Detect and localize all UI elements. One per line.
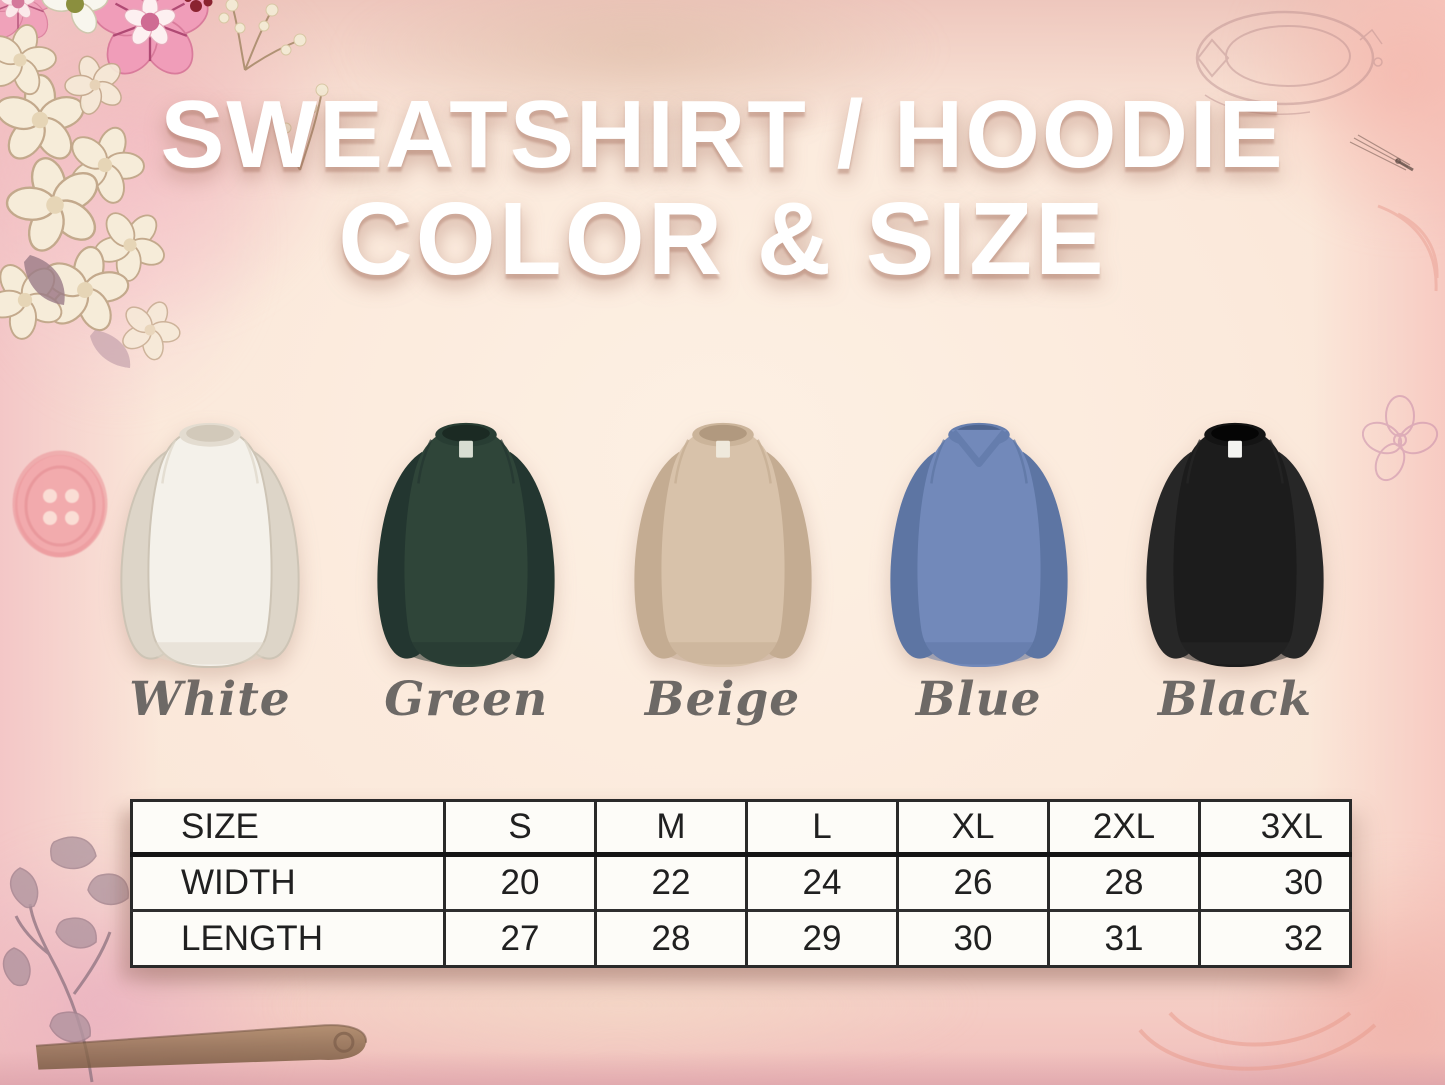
table-cell: 22 [594, 854, 747, 911]
table-cell: 26 [896, 854, 1049, 911]
table-row: LENGTH 27 28 29 30 31 32 [131, 910, 1351, 967]
table-cell: 20 [443, 854, 596, 911]
sweatshirt-graphic [120, 422, 300, 669]
page-title: SWEATSHIRT / HOODIE COLOR & SIZE [0, 84, 1445, 291]
table-header-cell: 2XL [1047, 800, 1200, 855]
leaf-branch-icon [2, 836, 129, 1083]
table-cell: 30 [896, 910, 1049, 967]
product-card-beige: Beige [613, 408, 833, 727]
table-cell: LENGTH [181, 918, 323, 958]
table-row: WIDTH 20 22 24 26 28 30 [132, 854, 1351, 911]
size-table-head: SIZE S M L XL 2XL 3XL [131, 800, 1351, 855]
sweatshirt-graphic [1146, 422, 1324, 668]
table-header-row: SIZE S M L XL 2XL 3XL [131, 800, 1351, 855]
table-cell: 32 [1198, 910, 1351, 967]
color-label: Beige [644, 672, 801, 727]
table-cell: 28 [594, 910, 747, 967]
product-row: White Green Beige Blue [100, 408, 1345, 727]
product-card-green: Green [356, 408, 576, 727]
table-cell: WIDTH [181, 863, 296, 902]
color-label: White [129, 672, 291, 727]
table-header-cell: L [745, 800, 898, 855]
table-cell: 28 [1047, 854, 1200, 911]
title-line-1: SWEATSHIRT / HOODIE [160, 81, 1285, 188]
product-card-black: Black [1125, 408, 1345, 727]
sweatshirt-graphic [377, 422, 555, 668]
table-cell: 31 [1047, 910, 1200, 967]
sweatshirt-graphic [633, 422, 812, 668]
table-cell: 30 [1198, 854, 1351, 911]
sweatshirt-graphic [890, 422, 1068, 668]
table-cell: 29 [745, 910, 898, 967]
sewing-button-icon [12, 450, 108, 558]
table-header-cell: XL [896, 800, 1049, 855]
table-header-cell: M [594, 800, 747, 855]
size-table-body: WIDTH 20 22 24 26 28 30 LENGTH 27 28 29 30 31 32 [131, 854, 1351, 967]
table-header-cell: S [443, 800, 596, 855]
size-table-wrap: SIZE S M L XL 2XL 3XL WIDTH 20 22 24 26 28 30 LENGTH 2… [130, 799, 1352, 968]
table-header-cell: SIZE [181, 807, 259, 846]
table-cell: 27 [443, 910, 596, 967]
table-header-cell: 3XL [1198, 800, 1351, 855]
flower-outline-icon [1362, 395, 1439, 482]
watercolor-strip [0, 1051, 1445, 1085]
product-card-white: White [100, 408, 320, 727]
size-table: SIZE S M L XL 2XL 3XL WIDTH 20 22 24 26 28 30 LENGTH 2… [130, 799, 1352, 968]
product-card-blue: Blue [869, 408, 1089, 727]
title-line-2: COLOR & SIZE [338, 180, 1107, 296]
color-label: Blue [915, 672, 1042, 727]
color-label: Green [384, 672, 549, 727]
table-cell: 24 [745, 854, 898, 911]
color-label: Black [1157, 672, 1313, 727]
